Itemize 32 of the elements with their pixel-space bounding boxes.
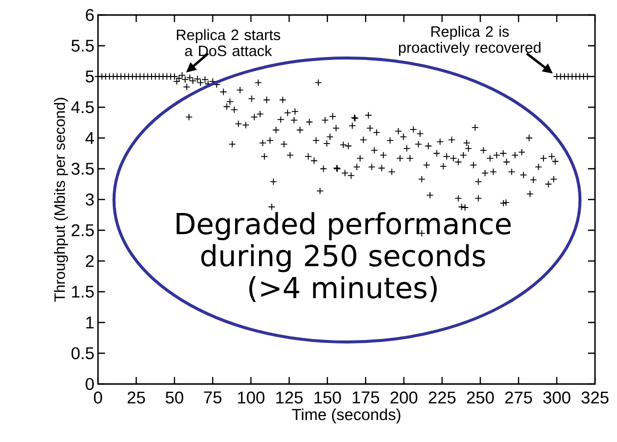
y-tick-label: 2 — [86, 255, 94, 267]
annotation: Degraded performance during 250 seconds (>4 minutes) — [176, 212, 511, 302]
x-tick-label: 175 — [352, 392, 380, 404]
y-tick-label: 5 — [86, 70, 94, 82]
y-tick-label: 6 — [86, 8, 94, 22]
x-tick-label: 100 — [238, 392, 264, 404]
x-tick-label: 25 — [128, 392, 145, 404]
x-tick-label: 150 — [314, 392, 341, 404]
y-axis-title: Throughput (Mbits per second) — [54, 98, 68, 302]
x-tick-label: 0 — [94, 392, 102, 404]
x-tick-label: 125 — [276, 392, 303, 404]
x-tick-label: 225 — [428, 392, 456, 404]
x-tick-label: 300 — [543, 392, 570, 404]
y-tick-label: 4.5 — [71, 101, 94, 114]
y-tick-label: 4 — [85, 132, 94, 144]
x-tick-label: 50 — [166, 392, 184, 404]
annotation: Replica 2 starts a DoS attack — [176, 29, 280, 56]
x-axis-title: Time (seconds) — [292, 408, 400, 424]
y-tick-label: 3 — [86, 193, 94, 206]
y-tick-label: 3.5 — [71, 162, 94, 175]
y-tick-label: 5.5 — [72, 40, 94, 52]
x-tick-label: 250 — [466, 392, 494, 404]
x-tick-label: 325 — [581, 392, 608, 404]
y-tick-label: 1 — [86, 316, 94, 328]
y-tick-label: 0.5 — [71, 347, 94, 360]
y-tick-label: 2.5 — [72, 224, 94, 236]
x-tick-label: 275 — [505, 392, 532, 404]
annotation: Replica 2 is proactively recovered — [399, 26, 540, 56]
x-tick-label: 75 — [204, 392, 222, 404]
y-tick-label: 1.5 — [72, 286, 94, 298]
x-tick-label: 200 — [390, 392, 418, 404]
y-tick-label: 0 — [86, 378, 94, 390]
